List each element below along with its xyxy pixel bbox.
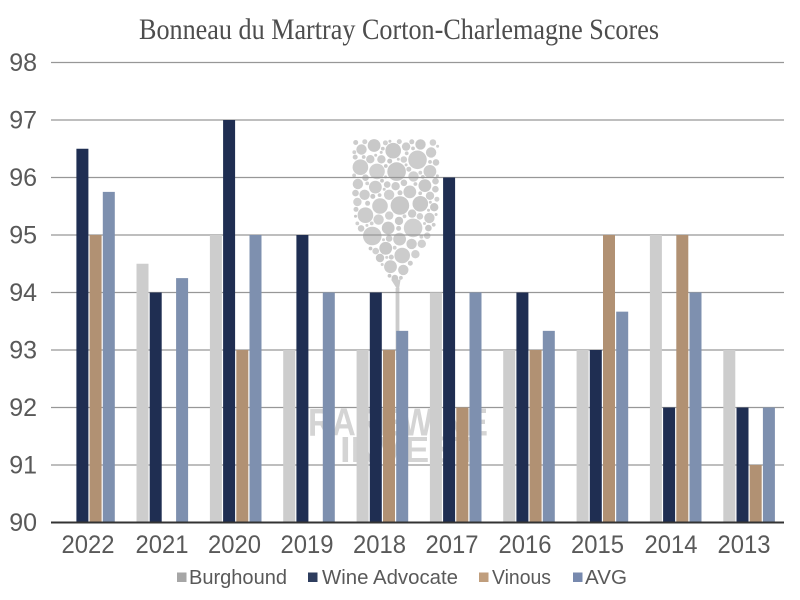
svg-text:Burghound: Burghound xyxy=(189,567,287,589)
svg-text:2018: 2018 xyxy=(353,531,406,559)
svg-text:95: 95 xyxy=(9,222,37,250)
svg-text:2022: 2022 xyxy=(62,531,115,559)
svg-text:Vinous: Vinous xyxy=(492,567,551,589)
svg-text:Wine Advocate: Wine Advocate xyxy=(322,567,458,589)
svg-text:2015: 2015 xyxy=(571,531,624,559)
svg-text:91: 91 xyxy=(9,452,37,480)
svg-text:2019: 2019 xyxy=(281,531,334,559)
svg-text:Bonneau du Martray Corton-Char: Bonneau du Martray Corton-Charlemagne Sc… xyxy=(139,13,659,46)
svg-text:2017: 2017 xyxy=(426,531,479,559)
svg-text:2014: 2014 xyxy=(645,531,698,559)
svg-text:93: 93 xyxy=(9,337,37,365)
svg-text:2020: 2020 xyxy=(208,531,261,559)
svg-text:AVG: AVG xyxy=(585,567,627,589)
svg-text:96: 96 xyxy=(9,164,37,192)
svg-text:92: 92 xyxy=(9,394,37,422)
svg-text:2021: 2021 xyxy=(136,531,189,559)
svg-text:94: 94 xyxy=(9,279,37,307)
svg-text:90: 90 xyxy=(9,509,37,537)
svg-text:97: 97 xyxy=(9,107,37,135)
svg-text:98: 98 xyxy=(9,49,37,77)
svg-text:2016: 2016 xyxy=(499,531,552,559)
svg-text:2013: 2013 xyxy=(718,531,771,559)
